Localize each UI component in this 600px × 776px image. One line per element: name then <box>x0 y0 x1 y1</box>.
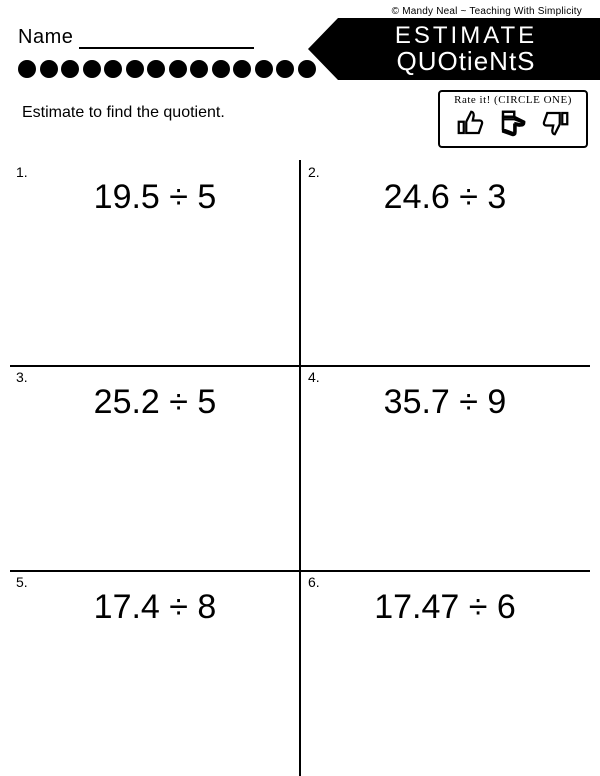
problem-cell-1: 1. 19.5 ÷ 5 <box>10 160 300 365</box>
problem-expression: 19.5 ÷ 5 <box>10 178 300 217</box>
problem-expression: 25.2 ÷ 5 <box>10 383 300 422</box>
problem-cell-5: 5. 17.4 ÷ 8 <box>10 570 300 776</box>
rate-it-box: Rate it! (CIRCLE ONE) <box>438 90 588 148</box>
problem-expression: 35.7 ÷ 9 <box>300 383 590 422</box>
thumbs-side-icon[interactable] <box>498 108 528 143</box>
rate-thumbs <box>440 106 586 143</box>
problem-cell-3: 3. 25.2 ÷ 5 <box>10 365 300 570</box>
problem-cell-6: 6. 17.47 ÷ 6 <box>300 570 590 776</box>
problem-grid: 1. 19.5 ÷ 5 2. 24.6 ÷ 3 3. 25.2 ÷ 5 4. 3… <box>10 160 590 776</box>
dot-icon <box>126 60 144 78</box>
dot-icon <box>18 60 36 78</box>
title-line1: ESTIMATE <box>395 24 537 48</box>
title-banner: ESTIMATE QUOtieNtS <box>338 18 600 80</box>
dot-icon <box>147 60 165 78</box>
name-row: Name <box>18 26 254 49</box>
rate-it-title: Rate it! (CIRCLE ONE) <box>440 92 586 106</box>
dot-icon <box>169 60 187 78</box>
dot-icon <box>190 60 208 78</box>
dot-icon <box>40 60 58 78</box>
dot-icon <box>276 60 294 78</box>
dot-icon <box>104 60 122 78</box>
dot-icon <box>61 60 79 78</box>
thumbs-up-icon[interactable] <box>455 108 485 143</box>
dot-icon <box>233 60 251 78</box>
thumbs-down-icon[interactable] <box>541 108 571 143</box>
sub-header: Estimate to find the quotient. Rate it! … <box>0 98 600 156</box>
problem-expression: 17.4 ÷ 8 <box>10 588 300 627</box>
title-line2: QUOtieNtS <box>396 48 535 74</box>
dot-icon <box>255 60 273 78</box>
problem-expression: 24.6 ÷ 3 <box>300 178 590 217</box>
name-input-line[interactable] <box>79 31 254 49</box>
problem-cell-4: 4. 35.7 ÷ 9 <box>300 365 590 570</box>
problem-expression: 17.47 ÷ 6 <box>300 588 590 627</box>
header: Name ESTIMATE QUOtieNtS <box>0 0 600 92</box>
dot-icon <box>83 60 101 78</box>
name-label: Name <box>18 26 73 49</box>
decorative-dots <box>18 60 316 78</box>
instruction-text: Estimate to find the quotient. <box>22 104 225 122</box>
dot-icon <box>212 60 230 78</box>
problem-cell-2: 2. 24.6 ÷ 3 <box>300 160 590 365</box>
